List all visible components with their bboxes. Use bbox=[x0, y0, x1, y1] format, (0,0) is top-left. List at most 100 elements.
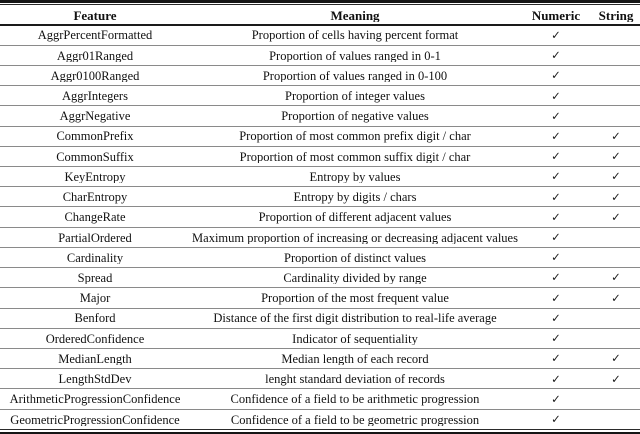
string-checkmark bbox=[592, 75, 640, 76]
feature-cell: AggrPercentFormatted bbox=[37, 28, 153, 42]
numeric-checkmark: ✓ bbox=[551, 413, 561, 426]
header-string: String bbox=[598, 7, 634, 22]
string-checkmark: ✓ bbox=[611, 170, 621, 183]
header-feature: Feature bbox=[73, 7, 117, 22]
table-row: Major Proportion of the most frequent va… bbox=[0, 288, 640, 309]
string-checkmark bbox=[592, 95, 640, 96]
feature-cell: AggrNegative bbox=[59, 109, 131, 123]
feature-cell: CharEntropy bbox=[62, 190, 128, 204]
meaning-cell: Proportion of different adjacent values bbox=[258, 210, 452, 224]
table-row: OrderedConfidence Indicator of sequentia… bbox=[0, 329, 640, 349]
feature-cell: CommonSuffix bbox=[56, 149, 134, 164]
numeric-checkmark: ✓ bbox=[551, 49, 561, 62]
table-row: Aggr0100Ranged Proportion of values rang… bbox=[0, 66, 640, 87]
table-row: ChangeRate Proportion of different adjac… bbox=[0, 207, 640, 228]
table-row: CharEntropy Entropy by digits / chars ✓ … bbox=[0, 187, 640, 208]
feature-cell: MedianLength bbox=[58, 351, 132, 366]
meaning-cell: lenght standard deviation of records bbox=[265, 372, 445, 386]
table-bottom-rule-thin bbox=[0, 429, 640, 430]
string-checkmark: ✓ bbox=[611, 210, 621, 224]
meaning-cell: Confidence of a field to be geometric pr… bbox=[230, 412, 480, 427]
string-checkmark bbox=[592, 35, 640, 36]
table-row: AggrNegative Proportion of negative valu… bbox=[0, 106, 640, 127]
numeric-checkmark: ✓ bbox=[551, 352, 561, 365]
numeric-checkmark: ✓ bbox=[551, 251, 561, 264]
feature-cell: Benford bbox=[74, 311, 116, 325]
numeric-checkmark: ✓ bbox=[551, 89, 561, 103]
string-checkmark: ✓ bbox=[611, 271, 621, 284]
table-row: Cardinality Proportion of distinct value… bbox=[0, 248, 640, 269]
string-checkmark: ✓ bbox=[611, 352, 621, 365]
table-row: GeometricProgressionConfidence Confidenc… bbox=[0, 410, 640, 429]
numeric-checkmark: ✓ bbox=[551, 170, 561, 183]
header-separator-rule bbox=[0, 24, 640, 26]
string-checkmark bbox=[592, 115, 640, 116]
numeric-checkmark: ✓ bbox=[551, 291, 561, 305]
string-checkmark: ✓ bbox=[611, 129, 621, 143]
feature-cell: Aggr01Ranged bbox=[56, 48, 134, 63]
table-row: Benford Distance of the first digit dist… bbox=[0, 309, 640, 329]
table-row: AggrPercentFormatted Proportion of cells… bbox=[0, 26, 640, 46]
feature-cell: CommonPrefix bbox=[56, 129, 134, 143]
string-checkmark bbox=[592, 338, 640, 339]
string-checkmark: ✓ bbox=[611, 291, 621, 305]
string-checkmark bbox=[592, 399, 640, 400]
table-row: PartialOrdered Maximum proportion of inc… bbox=[0, 228, 640, 248]
meaning-cell: Entropy by digits / chars bbox=[293, 190, 417, 204]
header-meaning: Meaning bbox=[330, 7, 380, 22]
table-row: KeyEntropy Entropy by values ✓ ✓ bbox=[0, 167, 640, 188]
meaning-cell: Proportion of negative values bbox=[281, 109, 429, 123]
numeric-checkmark: ✓ bbox=[551, 231, 561, 244]
meaning-cell: Proportion of most common prefix digit /… bbox=[239, 129, 471, 143]
table-top-rule-gap bbox=[0, 2, 640, 4]
table-row: CommonSuffix Proportion of most common s… bbox=[0, 147, 640, 168]
meaning-cell: Confidence of a field to be arithmetic p… bbox=[230, 392, 480, 406]
feature-cell: PartialOrdered bbox=[58, 230, 132, 245]
feature-cell: OrderedConfidence bbox=[45, 331, 145, 346]
table-top-rule-thick bbox=[0, 0, 640, 3]
meaning-cell: Proportion of values ranged in 0-100 bbox=[262, 68, 448, 83]
meaning-cell: Proportion of distinct values bbox=[284, 250, 426, 265]
string-checkmark bbox=[592, 55, 640, 56]
meaning-cell: Proportion of most common suffix digit /… bbox=[239, 149, 471, 164]
meaning-cell: Proportion of integer values bbox=[285, 89, 425, 103]
meaning-cell: Proportion of values ranged in 0-1 bbox=[269, 48, 441, 63]
numeric-checkmark: ✓ bbox=[551, 150, 561, 163]
feature-cell: Major bbox=[79, 291, 111, 305]
string-checkmark bbox=[592, 419, 640, 420]
numeric-checkmark: ✓ bbox=[551, 109, 561, 123]
numeric-checkmark: ✓ bbox=[551, 392, 561, 406]
string-checkmark: ✓ bbox=[611, 150, 621, 163]
numeric-checkmark: ✓ bbox=[551, 332, 561, 345]
numeric-checkmark: ✓ bbox=[551, 271, 561, 284]
meaning-cell: Proportion of cells having percent forma… bbox=[251, 28, 459, 42]
feature-cell: LengthStdDev bbox=[58, 372, 132, 386]
table-row: AggrIntegers Proportion of integer value… bbox=[0, 86, 640, 107]
feature-cell: Cardinality bbox=[66, 250, 124, 265]
table-body: AggrPercentFormatted Proportion of cells… bbox=[0, 26, 640, 430]
table-row: LengthStdDev lenght standard deviation o… bbox=[0, 369, 640, 390]
feature-cell: ChangeRate bbox=[64, 210, 126, 224]
string-checkmark bbox=[592, 318, 640, 319]
string-checkmark: ✓ bbox=[611, 190, 621, 204]
meaning-cell: Cardinality divided by range bbox=[283, 270, 427, 285]
feature-cell: ArithmeticProgressionConfidence bbox=[9, 392, 181, 406]
feature-cell: Aggr0100Ranged bbox=[50, 68, 140, 83]
feature-cell: Spread bbox=[77, 270, 113, 285]
numeric-checkmark: ✓ bbox=[551, 210, 561, 224]
numeric-checkmark: ✓ bbox=[551, 372, 561, 386]
meaning-cell: Proportion of the most frequent value bbox=[261, 291, 449, 305]
numeric-checkmark: ✓ bbox=[551, 190, 561, 204]
string-checkmark bbox=[592, 257, 640, 258]
table-bottom-rule-thick bbox=[0, 431, 640, 434]
numeric-checkmark: ✓ bbox=[551, 69, 561, 82]
meaning-cell: Entropy by values bbox=[309, 169, 401, 184]
table-row: ArithmeticProgressionConfidence Confiden… bbox=[0, 389, 640, 410]
table-top-rule-thin bbox=[0, 4, 640, 5]
header-numeric: Numeric bbox=[531, 7, 581, 22]
numeric-checkmark: ✓ bbox=[551, 129, 561, 143]
table-row: CommonPrefix Proportion of most common p… bbox=[0, 127, 640, 147]
meaning-cell: Maximum proportion of increasing or decr… bbox=[192, 230, 518, 245]
string-checkmark: ✓ bbox=[611, 372, 621, 386]
